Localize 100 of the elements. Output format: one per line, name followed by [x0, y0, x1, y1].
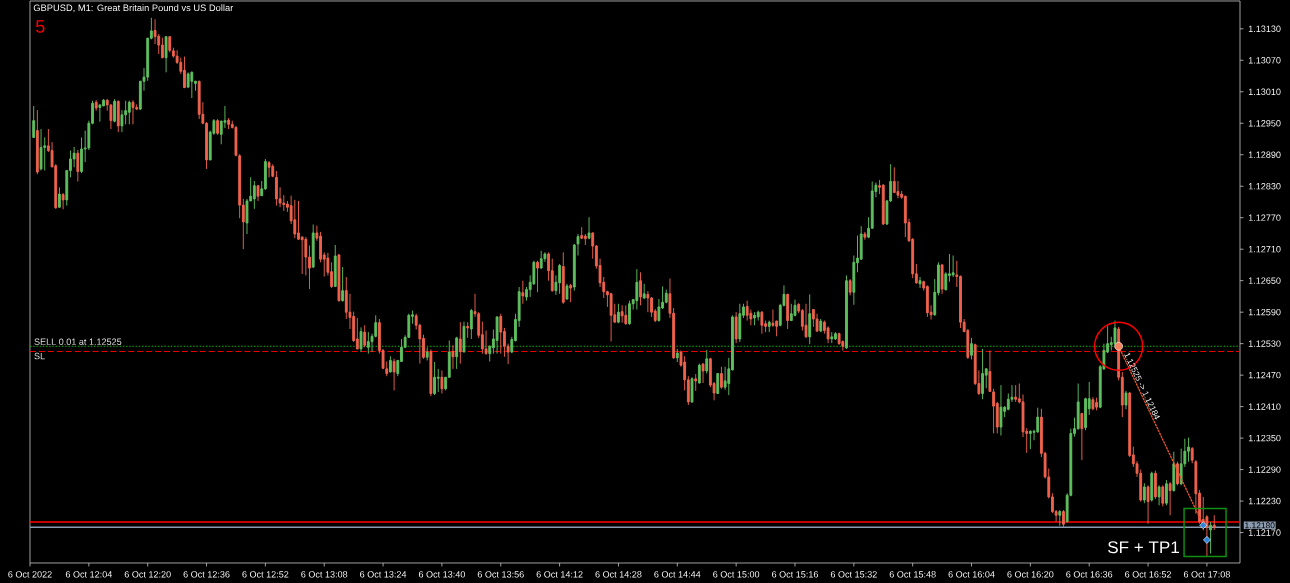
- x-tick-label: 6 Oct 16:20: [1007, 571, 1054, 578]
- candlestick: [389, 355, 392, 373]
- candlestick: [363, 324, 367, 348]
- y-tick-label: 1.13010: [1248, 88, 1281, 95]
- x-tick-label: 6 Oct 16:52: [1125, 571, 1172, 578]
- candlestick: [720, 366, 723, 390]
- candlestick: [160, 37, 164, 59]
- candlestick: [830, 331, 834, 344]
- y-tick-label: 1.12830: [1248, 183, 1281, 190]
- candlestick: [587, 216, 591, 240]
- candlestick: [1212, 514, 1216, 531]
- candlestick: [1209, 521, 1212, 555]
- chart-title: GBPUSD, M1: Great Britain Pound vs US Dollar: [33, 4, 234, 13]
- candlestick: [1165, 479, 1168, 506]
- annotation: SF + TP1: [1108, 541, 1179, 554]
- x-tick-label: 6 Oct 13:40: [418, 571, 465, 578]
- point: [1114, 341, 1123, 351]
- candlestick: [425, 346, 429, 361]
- y-tick-label: 1.12230: [1248, 497, 1281, 505]
- candlestick: [341, 266, 345, 303]
- candlestick: [918, 276, 922, 289]
- ref-line-label: 1.12180: [1245, 522, 1275, 529]
- candlestick: [451, 344, 455, 370]
- candlestick: [495, 315, 499, 355]
- candlestick: [837, 332, 841, 346]
- candlestick: [620, 304, 624, 324]
- candlestick: [789, 303, 793, 322]
- y-tick-label: 1.12350: [1248, 434, 1281, 442]
- candlestick: [433, 361, 436, 396]
- candlestick: [333, 244, 337, 287]
- candlestick: [1146, 484, 1150, 525]
- candlestick: [98, 103, 102, 123]
- y-tick-label: 1.12650: [1248, 277, 1281, 284]
- x-tick-label: 6 Oct 16:04: [948, 571, 995, 578]
- candlestick: [256, 185, 260, 202]
- candlestick: [35, 109, 39, 175]
- candlestick: [197, 80, 201, 120]
- candlestick: [94, 99, 98, 112]
- y-tick-label: 1.12890: [1248, 151, 1281, 158]
- candlestick: [753, 311, 756, 326]
- point: [1199, 521, 1208, 530]
- candlestick: [863, 231, 867, 241]
- candlestick: [1058, 509, 1062, 527]
- candlestick: [1124, 390, 1128, 410]
- candlestick: [116, 100, 120, 133]
- x-tick-label: 6 Oct 13:56: [477, 571, 524, 578]
- candlestick: [628, 300, 631, 326]
- x-tick-label: 6 Oct 13:08: [301, 571, 348, 578]
- y-tick-label: 1.12290: [1248, 466, 1281, 473]
- candlestick: [826, 325, 830, 344]
- candlestick: [1157, 484, 1161, 506]
- candlestick: [521, 280, 525, 305]
- candlestick: [183, 56, 186, 89]
- candlestick: [642, 283, 646, 300]
- ref-line-label: SELL 0.01 at 1.12525: [34, 338, 122, 345]
- candlestick: [767, 320, 771, 333]
- candlestick: [639, 271, 642, 306]
- x-tick-label: 6 Oct 15:16: [772, 571, 819, 578]
- candlestick: [359, 326, 363, 353]
- candlestick: [804, 303, 808, 339]
- candlestick: [469, 308, 473, 340]
- candlestick: [1168, 481, 1172, 516]
- candlestick: [1161, 484, 1165, 507]
- candlestick: [565, 283, 569, 301]
- y-tick-label: 1.13130: [1248, 25, 1281, 33]
- x-tick-label: 6 Oct 12:52: [242, 571, 289, 578]
- candlestick: [39, 128, 43, 171]
- candlestick: [271, 163, 275, 178]
- candlestick: [113, 98, 117, 123]
- candlestick: [1150, 471, 1154, 503]
- candlestick: [61, 192, 65, 210]
- candlestick: [786, 293, 790, 330]
- candlestick: [539, 250, 543, 270]
- candlestick: [892, 166, 896, 194]
- x-tick-label: 6 Oct 14:28: [595, 571, 642, 578]
- candlestick: [32, 105, 36, 138]
- candlestick: [697, 363, 701, 385]
- y-tick-label: 1.12710: [1248, 245, 1281, 253]
- candlestick: [819, 318, 823, 333]
- candlestick: [131, 99, 135, 125]
- candlestick: [903, 195, 907, 238]
- candlestick: [127, 100, 131, 125]
- x-tick-label: 6 Oct 15:00: [713, 571, 760, 578]
- candlestick: [793, 299, 797, 317]
- candlestick: [252, 180, 256, 210]
- candlestick: [466, 321, 470, 339]
- candlestick: [458, 321, 462, 365]
- candlestick: [337, 253, 341, 303]
- candlestick: [569, 283, 573, 303]
- y-tick-label: 1.12950: [1248, 120, 1281, 127]
- x-tick-label: 6 Oct 17:08: [1183, 571, 1230, 578]
- candlestick: [1080, 412, 1084, 461]
- candlestick: [455, 336, 459, 370]
- y-tick-label: 1.12530: [1248, 340, 1281, 347]
- y-tick-label: 1.12590: [1248, 308, 1281, 316]
- candlestick: [429, 348, 433, 397]
- candlestick: [940, 263, 944, 295]
- candlestick: [1154, 470, 1157, 500]
- candlestick: [690, 376, 694, 404]
- candlestick: [1014, 384, 1018, 403]
